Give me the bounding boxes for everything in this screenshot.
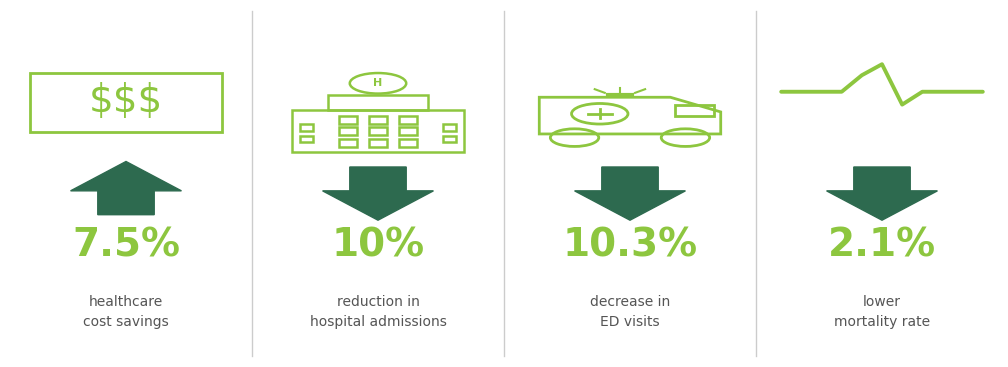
Bar	[30, 73, 222, 132]
Text: 7.5%: 7.5%	[72, 227, 180, 265]
Polygon shape	[323, 167, 433, 220]
Bar	[369, 139, 387, 147]
Polygon shape	[71, 161, 181, 215]
Text: reduction in
hospital admissions: reduction in hospital admissions	[309, 295, 447, 329]
Bar	[300, 124, 313, 131]
Polygon shape	[827, 167, 937, 220]
Text: lower
mortality rate: lower mortality rate	[834, 295, 930, 329]
Bar	[369, 127, 387, 135]
Text: H: H	[373, 78, 383, 88]
Bar	[399, 139, 417, 147]
Text: 10%: 10%	[332, 227, 424, 265]
Text: 2.1%: 2.1%	[828, 227, 936, 265]
Bar	[443, 135, 456, 142]
Polygon shape	[575, 167, 685, 220]
Bar	[399, 127, 417, 135]
Bar	[369, 116, 387, 124]
Bar	[675, 105, 714, 116]
Bar	[339, 116, 357, 124]
Text: decrease in
ED visits: decrease in ED visits	[590, 295, 670, 329]
Text: $$$: $$$	[89, 82, 163, 120]
Bar	[339, 139, 357, 147]
Bar	[300, 135, 313, 142]
Bar	[328, 95, 428, 110]
Bar	[292, 110, 464, 152]
Bar	[339, 127, 357, 135]
Bar	[443, 124, 456, 131]
Text: healthcare
cost savings: healthcare cost savings	[83, 295, 169, 329]
Text: 10.3%: 10.3%	[562, 227, 698, 265]
Bar	[399, 116, 417, 124]
